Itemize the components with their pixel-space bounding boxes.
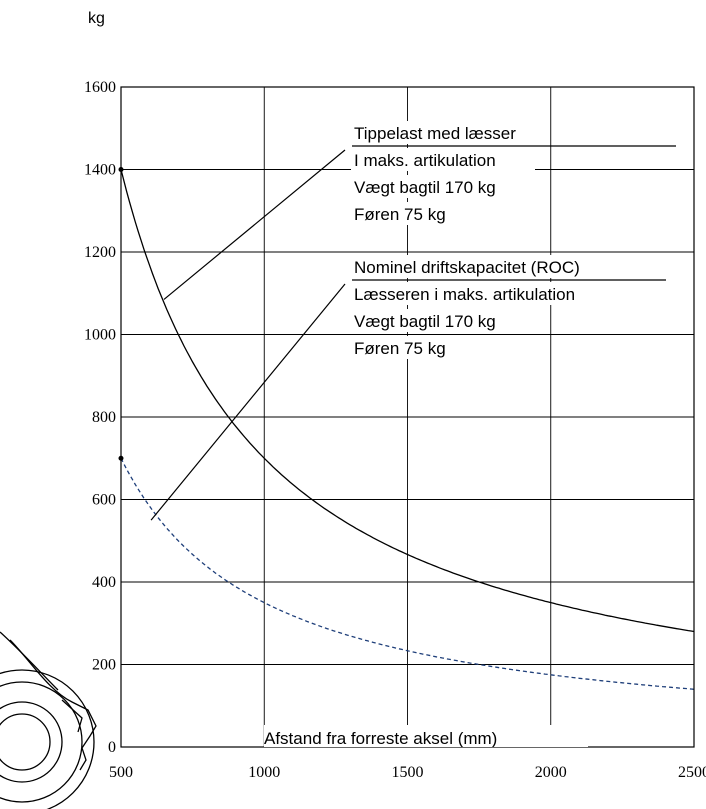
y-tick-label: 1600 xyxy=(84,79,116,96)
y-tick-label: 1400 xyxy=(84,162,116,179)
annotation-1: Tippelast med læsser I maks. artikulation… xyxy=(163,121,676,300)
annotation-layer: Tippelast med læsser I maks. artikulation… xyxy=(150,121,676,521)
x-axis-ticks: 500 1000 1500 2000 2500 xyxy=(109,764,706,781)
annotation-leader xyxy=(163,149,346,300)
annotation-text-line: Vægt bagtil 170 kg xyxy=(354,312,496,331)
y-tick-label: 0 xyxy=(108,739,116,756)
y-tick-label: 1200 xyxy=(84,244,116,261)
series-line-2 xyxy=(120,458,695,690)
annotation-text-bg xyxy=(351,255,616,278)
series-layer xyxy=(118,167,695,690)
annotation-text-bg xyxy=(351,202,455,225)
annotation-leader xyxy=(150,283,346,521)
annotation-text-bg xyxy=(351,148,535,171)
x-tick-label: 1000 xyxy=(248,764,280,781)
annotation-text-bg xyxy=(351,309,518,332)
annotation-text-bg xyxy=(351,282,616,305)
x-tick-label: 1500 xyxy=(392,764,424,781)
annotation-2: Nominel driftskapacitet (ROC) Læsseren i … xyxy=(150,255,666,521)
annotation-text-line: Føren 75 kg xyxy=(354,339,446,358)
y-axis-ticks: 0 200 400 600 800 1000 1200 1400 1600 xyxy=(84,79,116,756)
annotation-text-bg xyxy=(351,175,518,198)
annotation-text-bg xyxy=(351,336,455,359)
unit-label: kg xyxy=(88,10,105,27)
annotation-text-bg xyxy=(351,121,535,144)
annotation-text-line: Vægt bagtil 170 kg xyxy=(354,178,496,197)
annotation-text-line: Føren 75 kg xyxy=(354,205,446,224)
annotation-text-line: I maks. artikulation xyxy=(354,151,496,170)
x-tick-label: 500 xyxy=(109,764,133,781)
y-tick-label: 200 xyxy=(92,657,116,674)
annotation-text-line: Nominel driftskapacitet (ROC) xyxy=(354,258,580,277)
y-tick-label: 600 xyxy=(92,492,116,509)
annotation-text-line: Tippelast med læsser xyxy=(354,124,516,143)
x-tick-label: 2000 xyxy=(535,764,567,781)
y-tick-label: 400 xyxy=(92,574,116,591)
x-axis-title-bg xyxy=(264,725,588,747)
loader-wheel-illustration xyxy=(0,631,97,809)
x-tick-label: 2500 xyxy=(678,764,706,781)
y-tick-label: 800 xyxy=(92,409,116,426)
y-tick-label: 1000 xyxy=(84,327,116,344)
annotation-text-line: Læsseren i maks. artikulation xyxy=(354,285,575,304)
x-axis-title: Afstand fra forreste aksel (mm) xyxy=(264,729,497,748)
series-line-1 xyxy=(120,169,695,633)
